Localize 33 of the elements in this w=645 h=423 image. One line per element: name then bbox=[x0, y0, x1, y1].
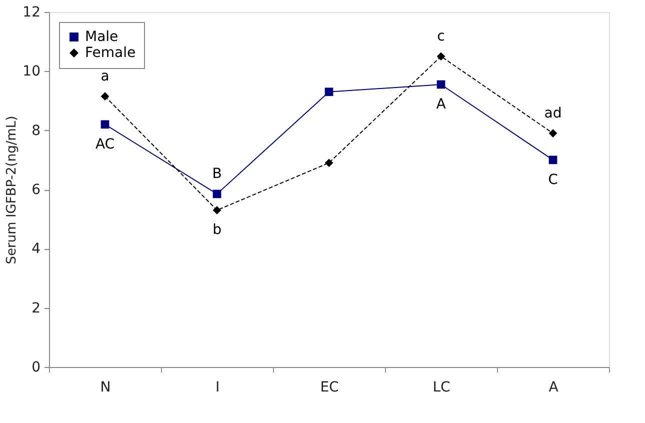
point bbox=[548, 156, 558, 164]
legend-label: Female bbox=[85, 45, 136, 61]
y-tick-label: 2 bbox=[32, 300, 40, 316]
y-tick-label: 4 bbox=[32, 241, 41, 258]
legend-label: Male bbox=[85, 29, 118, 45]
y-axis-title: Serum IGFBP-2(ng/mL) bbox=[4, 116, 20, 264]
y-tick-label: 0 bbox=[32, 360, 40, 376]
x-tick-label: A bbox=[548, 380, 559, 396]
y-tick-label: 10 bbox=[22, 64, 40, 80]
point bbox=[548, 129, 558, 138]
y-tick-label: 12 bbox=[22, 4, 40, 20]
annotation: a bbox=[100, 68, 110, 84]
point bbox=[100, 92, 110, 100]
annotation: AC bbox=[95, 136, 115, 152]
annotation: c bbox=[437, 28, 445, 44]
annotation: B bbox=[212, 166, 222, 182]
x-tick-label: EC bbox=[320, 380, 340, 396]
x-tick-label: N bbox=[100, 380, 111, 396]
point bbox=[212, 190, 222, 198]
annotation: A bbox=[436, 96, 446, 112]
x-tick-label: LC bbox=[432, 380, 451, 396]
point bbox=[436, 80, 446, 89]
annotation: b bbox=[212, 222, 222, 238]
point bbox=[100, 120, 110, 129]
point bbox=[324, 88, 334, 96]
y-tick-label: 6 bbox=[32, 182, 41, 198]
point bbox=[436, 52, 446, 61]
y-tick-label: 8 bbox=[32, 122, 40, 139]
point bbox=[324, 158, 334, 168]
point bbox=[212, 206, 222, 214]
x-tick-label: I bbox=[215, 380, 220, 396]
annotation: ad bbox=[544, 105, 562, 122]
annotation: C bbox=[548, 172, 558, 188]
